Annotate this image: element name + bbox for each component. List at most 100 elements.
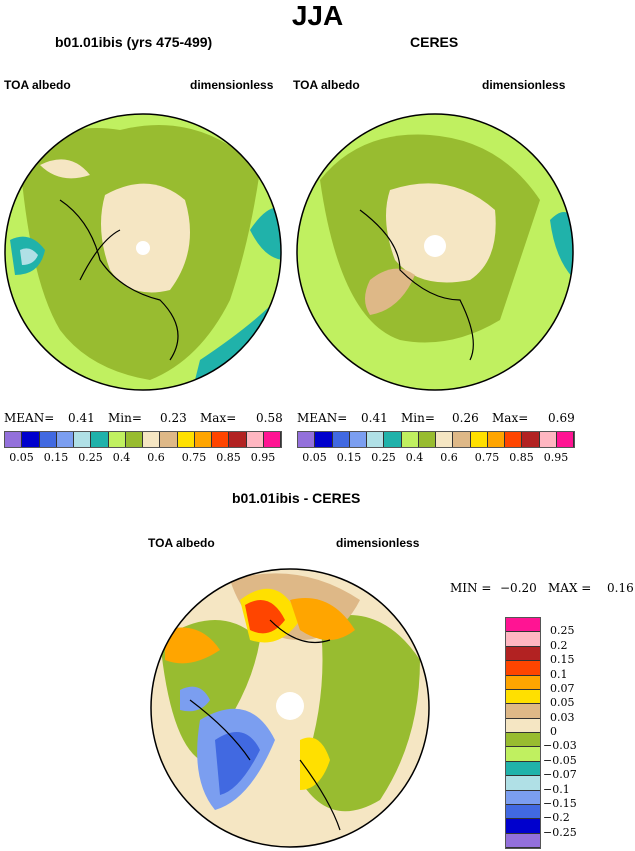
panel2-max-value: 0.69 <box>548 411 575 425</box>
panel1-max-label: Max= <box>200 411 237 425</box>
colorbar-box <box>506 819 540 834</box>
figure-title: JJA <box>291 0 344 31</box>
colorbar-box <box>506 804 540 820</box>
panel2-mean-label: MEAN= <box>297 411 348 425</box>
colorbar-box <box>539 432 557 447</box>
colorbar-box <box>418 432 436 447</box>
colorbar-box <box>506 689 540 705</box>
colorbar-box <box>506 675 540 690</box>
colorbar-tick-label: 0.6 <box>440 451 458 464</box>
colorbar-tick-label: 0.95 <box>543 451 569 464</box>
panel2-min-value: 0.26 <box>452 411 479 425</box>
panel2-min-label: Min= <box>401 411 435 425</box>
ceres-colorbar <box>297 431 575 448</box>
colorbar-box <box>5 432 23 447</box>
panel1-min-label: Min= <box>108 411 142 425</box>
colorbar-tick-label: −0.25 <box>543 825 577 839</box>
colorbar-box <box>332 432 350 447</box>
panel2-mean-value: 0.41 <box>361 411 388 425</box>
colorbar-tick-label: 0.6 <box>147 451 165 464</box>
colorbar-box <box>506 661 540 676</box>
colorbar-box <box>177 432 195 447</box>
colorbar-box <box>506 632 540 647</box>
diff-min-label: MIN = <box>450 581 492 595</box>
colorbar-tick-label: 0.85 <box>216 451 241 464</box>
colorbar-box <box>194 432 212 447</box>
colorbar-tick-label: −0.15 <box>543 796 577 810</box>
colorbar-tick-label: 0.1 <box>550 667 568 681</box>
colorbar-box <box>506 761 540 777</box>
colorbar-box <box>506 790 540 805</box>
diff-max-value: 0.16 <box>607 581 634 595</box>
colorbar-tick-label: 0.15 <box>550 653 575 667</box>
panel1-units-label: dimensionless <box>190 78 274 92</box>
colorbar-box <box>506 718 540 733</box>
colorbar-tick-label: 0.4 <box>112 451 131 464</box>
colorbar-box <box>367 432 385 447</box>
diff-colorbar <box>505 617 541 849</box>
colorbar-tick-label: 0.15 <box>43 451 69 464</box>
colorbar-tick-label: 0.75 <box>181 451 207 464</box>
colorbar-box <box>436 432 454 447</box>
colorbar-tick-label: 0.4 <box>405 451 424 464</box>
panel1-subtitle: b01.01ibis (yrs 475-499) <box>55 34 213 50</box>
colorbar-box <box>506 733 540 748</box>
colorbar-box <box>384 432 402 447</box>
colorbar-tick-label: 0.15 <box>336 451 362 464</box>
map-ceres-albedo <box>297 114 573 390</box>
colorbar-box <box>522 432 540 447</box>
colorbar-box <box>506 776 540 791</box>
colorbar-box <box>298 432 316 447</box>
colorbar-box <box>246 432 264 447</box>
colorbar-box <box>506 747 540 762</box>
colorbar-box <box>506 618 540 633</box>
colorbar-box <box>556 432 574 447</box>
colorbar-tick-label: 0.03 <box>550 710 575 724</box>
diff-min-value: −0.20 <box>500 581 537 595</box>
panel1-max-value: 0.58 <box>256 411 283 425</box>
panel2-subtitle: CERES <box>410 34 459 50</box>
colorbar-box <box>39 432 57 447</box>
colorbar-tick-label: −0.05 <box>543 753 577 767</box>
map-difference <box>151 569 429 847</box>
colorbar-tick-label: −0.07 <box>543 768 577 782</box>
colorbar-tick-label: 0.75 <box>474 451 500 464</box>
colorbar-box <box>212 432 230 447</box>
colorbar-box <box>470 432 488 447</box>
colorbar-tick-label: 0.05 <box>9 451 34 464</box>
colorbar-box <box>506 646 540 662</box>
panel1-mean-label: MEAN= <box>4 411 55 425</box>
colorbar-tick-label: 0.25 <box>550 624 575 638</box>
diff-max-label: MAX = <box>548 581 592 595</box>
colorbar-tick-label: 0 <box>550 725 557 738</box>
colorbar-box <box>315 432 333 447</box>
colorbar-tick-label: 0.25 <box>78 451 103 464</box>
colorbar-box <box>506 704 540 719</box>
colorbar-box <box>263 432 281 447</box>
colorbar-tick-label: 0.85 <box>509 451 534 464</box>
panel2-variable-label: TOA albedo <box>293 78 360 92</box>
colorbar-box <box>108 432 126 447</box>
diff-subtitle: b01.01ibis - CERES <box>232 490 361 506</box>
colorbar-box <box>453 432 471 447</box>
colorbar-tick-label: 0.05 <box>302 451 327 464</box>
colorbar-box <box>401 432 419 447</box>
colorbar-box <box>349 432 367 447</box>
colorbar-tick-label: 0.25 <box>371 451 396 464</box>
diff-units-label: dimensionless <box>336 536 420 550</box>
colorbar-tick-label: −0.03 <box>543 739 577 753</box>
colorbar-tick-label: −0.1 <box>543 782 570 796</box>
model-colorbar <box>4 431 282 448</box>
panel2-units-label: dimensionless <box>482 78 566 92</box>
colorbar-tick-label: 0.05 <box>550 696 575 710</box>
colorbar-box <box>74 432 92 447</box>
panel2-max-label: Max= <box>492 411 529 425</box>
diff-variable-label: TOA albedo <box>148 536 215 550</box>
colorbar-box <box>56 432 74 447</box>
panel1-mean-value: 0.41 <box>68 411 95 425</box>
colorbar-tick-label: −0.2 <box>543 811 570 825</box>
colorbar-box <box>143 432 161 447</box>
colorbar-box <box>229 432 247 447</box>
